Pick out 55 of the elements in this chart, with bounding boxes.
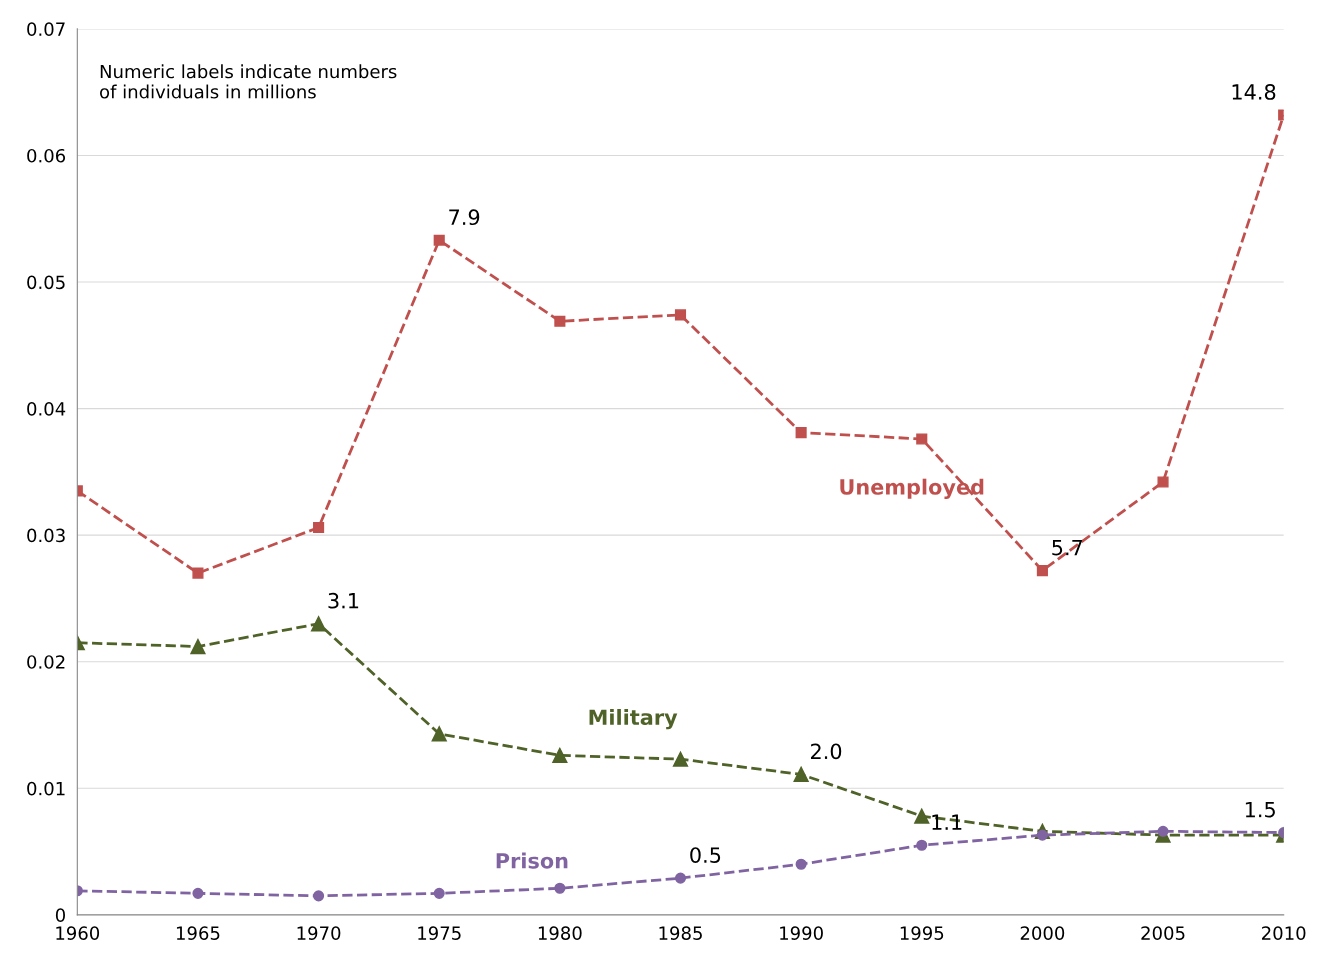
x-tick-label: 1960 [56, 926, 100, 940]
point [914, 808, 930, 824]
point [554, 882, 566, 894]
point [916, 433, 928, 445]
annotation: 7.9 [449, 209, 480, 226]
point [192, 887, 204, 899]
point [552, 747, 568, 764]
y-tick-label: 0 [55, 908, 65, 922]
x-tick-label: 1990 [780, 926, 823, 940]
y-tick-label: 0.02 [27, 655, 65, 669]
y-tick-label: 0.05 [27, 275, 65, 290]
point [1157, 476, 1169, 488]
series-label: Prison [496, 852, 568, 869]
point [433, 234, 445, 246]
point [674, 309, 687, 321]
annotation: 3.1 [328, 592, 359, 609]
point [674, 872, 687, 884]
y-tick-label: 0.07 [27, 22, 65, 37]
annotation: Numeric labels indicate numbers of individuals in millions [100, 64, 397, 99]
point [192, 567, 204, 579]
point [1157, 825, 1169, 837]
point [313, 890, 325, 902]
point [1036, 565, 1048, 577]
point [916, 839, 928, 851]
point [554, 315, 566, 327]
x-tick-label: 1970 [297, 926, 341, 940]
x-tick-label: 2010 [1262, 926, 1306, 940]
annotation: 0.5 [690, 847, 721, 863]
point [313, 522, 325, 534]
annotation: 1.5 [1245, 801, 1275, 818]
point [310, 616, 327, 632]
x-tick-label: 2005 [1141, 926, 1185, 940]
annotation: 14.8 [1232, 84, 1276, 100]
annotation: 5.7 [1052, 539, 1083, 556]
x-tick-label: 1975 [418, 926, 461, 940]
annotation: 1.1 [932, 814, 962, 830]
y-tick-label: 0.06 [27, 148, 66, 163]
y-tick-label: 0.01 [27, 781, 65, 796]
y-tick-label: 0.04 [27, 402, 66, 416]
point [793, 766, 809, 783]
x-tick-label: 1995 [900, 926, 944, 940]
y-tick-label: 0.03 [27, 528, 65, 543]
x-tick-label: 1965 [176, 926, 220, 940]
x-tick-label: 1980 [538, 926, 582, 940]
point [190, 638, 206, 655]
point [672, 751, 689, 767]
point [795, 427, 807, 439]
annotation: 2.0 [810, 743, 842, 760]
point [431, 726, 447, 742]
series-label: Military [589, 708, 678, 730]
series-label: Unemployed [840, 478, 984, 500]
x-tick-label: 1985 [659, 926, 702, 940]
point [795, 858, 807, 870]
point [433, 887, 445, 899]
x-tick-label: 2000 [1020, 926, 1065, 940]
